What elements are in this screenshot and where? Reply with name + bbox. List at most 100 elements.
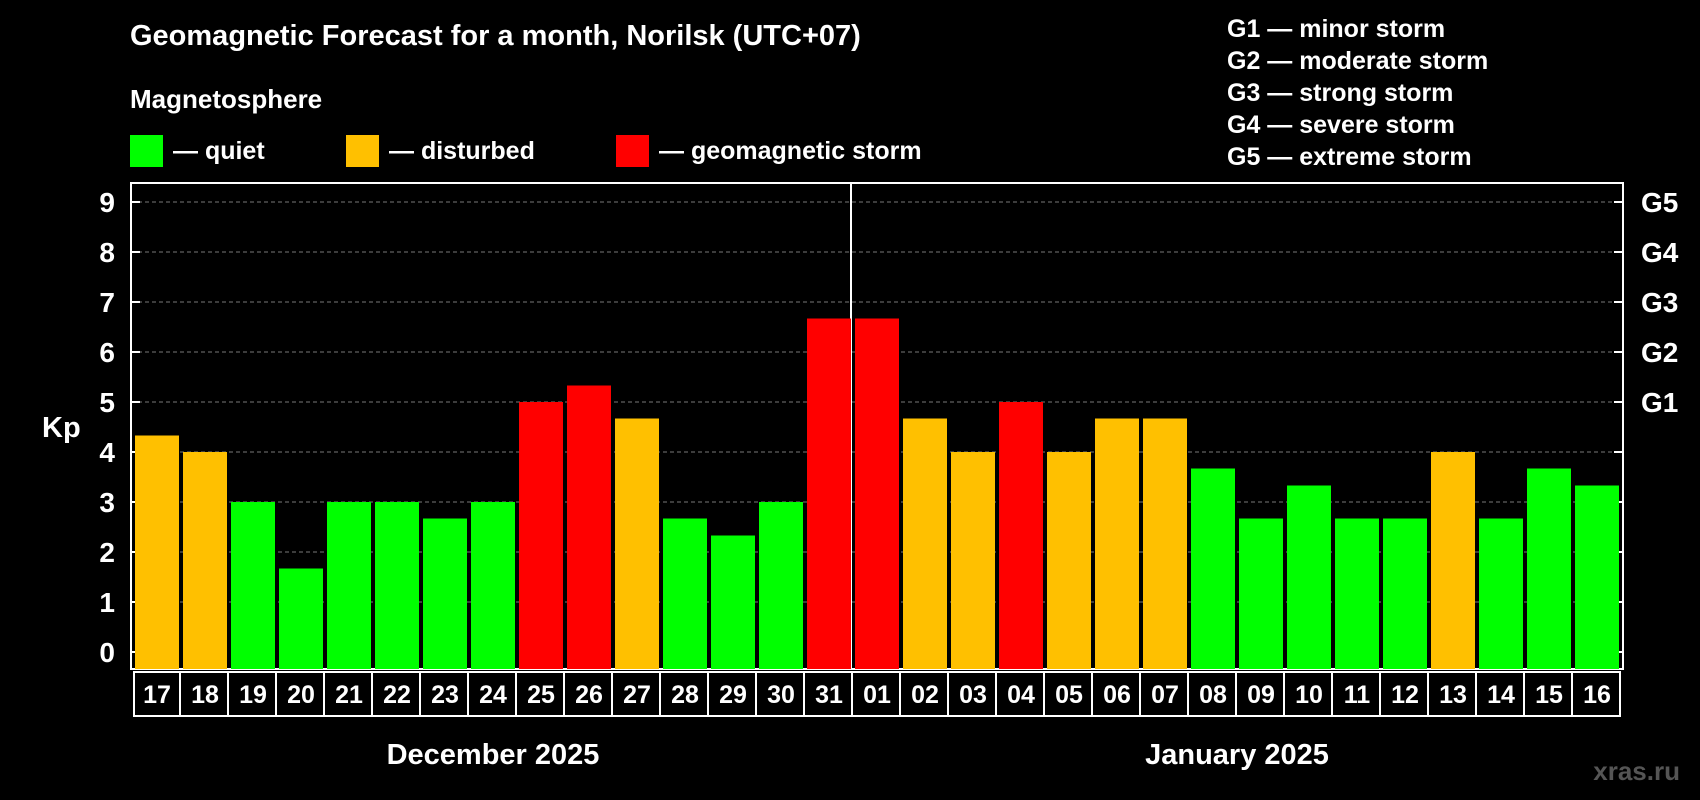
date-tick-label: 29: [719, 681, 747, 709]
date-tick-label: 02: [911, 681, 939, 709]
kp-bar: [1239, 518, 1283, 669]
kp-bar: [1431, 452, 1475, 669]
y-tick-label: 0: [99, 637, 115, 668]
storm-level-list: G1 — minor storm G2 — moderate storm G3 …: [1227, 13, 1488, 173]
date-axis-box: [133, 671, 1621, 717]
kp-bar: [279, 568, 323, 669]
date-tick-label: 14: [1487, 681, 1515, 709]
y-axis-title: Kp: [42, 412, 81, 444]
month-label: January 2025: [1145, 739, 1329, 771]
date-tick-label: 18: [191, 681, 219, 709]
g-level-label: G2: [1641, 337, 1678, 368]
kp-bar: [1095, 418, 1139, 669]
legend-label-quiet: — quiet: [173, 136, 265, 165]
date-tick-label: 10: [1295, 681, 1323, 709]
date-tick-label: 06: [1103, 681, 1131, 709]
legend-swatch-disturbed: [346, 135, 379, 167]
g-level-label: G4: [1641, 237, 1679, 268]
date-tick-label: 05: [1055, 681, 1083, 709]
date-tick-label: 13: [1439, 681, 1467, 709]
legend-swatch-quiet: [130, 135, 163, 167]
date-tick-label: 22: [383, 681, 411, 709]
kp-bar: [1335, 518, 1379, 669]
date-tick-label: 03: [959, 681, 987, 709]
kp-bar: [1479, 518, 1523, 669]
y-tick-label: 5: [99, 387, 115, 418]
legend-label-storm: — geomagnetic storm: [659, 136, 922, 165]
kp-bar: [855, 318, 899, 669]
date-tick-label: 15: [1535, 681, 1563, 709]
g-level-label: G3: [1641, 287, 1678, 318]
kp-bar: [183, 452, 227, 669]
date-tick-label: 30: [767, 681, 795, 709]
kp-bar: [471, 502, 515, 669]
kp-bar: [663, 518, 707, 669]
date-tick-label: 19: [239, 681, 267, 709]
legend-item-storm: — geomagnetic storm: [616, 135, 922, 167]
kp-bar: [711, 535, 755, 669]
month-label: December 2025: [387, 739, 600, 771]
date-tick-label: 04: [1007, 681, 1035, 709]
g-level-label: G1: [1641, 387, 1678, 418]
g-level-label: G5: [1641, 187, 1678, 218]
y-tick-label: 1: [99, 587, 115, 618]
watermark: xras.ru: [1593, 756, 1680, 786]
date-tick-label: 25: [527, 681, 555, 709]
kp-bar: [327, 502, 371, 669]
date-tick-label: 09: [1247, 681, 1275, 709]
date-tick-label: 24: [479, 681, 507, 709]
chart-title: Geomagnetic Forecast for a month, Norils…: [130, 20, 861, 52]
kp-bar: [903, 418, 947, 669]
kp-bar: [1287, 485, 1331, 669]
y-tick-label: 9: [99, 187, 115, 218]
legend-heading: Magnetosphere: [130, 84, 323, 114]
y-tick-label: 6: [99, 337, 115, 368]
legend-swatch-storm: [616, 135, 649, 167]
kp-bar: [519, 402, 563, 669]
y-tick-label: 4: [99, 437, 115, 468]
date-tick-label: 07: [1151, 681, 1179, 709]
date-tick-label: 28: [671, 681, 699, 709]
kp-bar: [135, 435, 179, 669]
date-tick-label: 23: [431, 681, 459, 709]
storm-level-g1: G1 — minor storm: [1227, 15, 1446, 43]
date-tick-label: 20: [287, 681, 315, 709]
storm-level-g4: G4 — severe storm: [1227, 111, 1455, 139]
y-tick-label: 2: [99, 537, 115, 568]
y-tick-label: 7: [99, 287, 115, 318]
date-tick-label: 16: [1583, 681, 1611, 709]
kp-bar: [615, 418, 659, 669]
kp-bar: [567, 385, 611, 669]
kp-bar: [1047, 452, 1091, 669]
storm-level-g3: G3 — strong storm: [1227, 79, 1454, 107]
storm-level-g2: G2 — moderate storm: [1227, 47, 1489, 75]
legend-item-quiet: — quiet: [130, 135, 265, 167]
kp-bar: [375, 502, 419, 669]
y-tick-label: 3: [99, 487, 115, 518]
kp-bar: [423, 518, 467, 669]
kp-bar: [1143, 418, 1187, 669]
date-tick-label: 17: [143, 681, 171, 709]
kp-bar: [951, 452, 995, 669]
date-tick-label: 21: [335, 681, 363, 709]
kp-bar: [1191, 468, 1235, 669]
kp-bar: [231, 502, 275, 669]
date-tick-label: 08: [1199, 681, 1227, 709]
legend-item-disturbed: — disturbed: [346, 135, 535, 167]
kp-bar: [999, 402, 1043, 669]
y-tick-label: 8: [99, 237, 115, 268]
date-tick-label: 27: [623, 681, 651, 709]
date-tick-label: 11: [1344, 681, 1371, 709]
date-tick-label: 26: [575, 681, 603, 709]
date-tick-label: 01: [863, 681, 891, 709]
date-tick-label: 31: [815, 681, 843, 709]
kp-bar: [759, 502, 803, 669]
kp-bar: [1575, 485, 1619, 669]
storm-level-g5: G5 — extreme storm: [1227, 143, 1472, 171]
kp-bar: [1527, 468, 1571, 669]
kp-bar: [1383, 518, 1427, 669]
date-tick-label: 12: [1391, 681, 1419, 709]
legend-label-disturbed: — disturbed: [389, 136, 535, 165]
kp-bar: [807, 318, 851, 669]
